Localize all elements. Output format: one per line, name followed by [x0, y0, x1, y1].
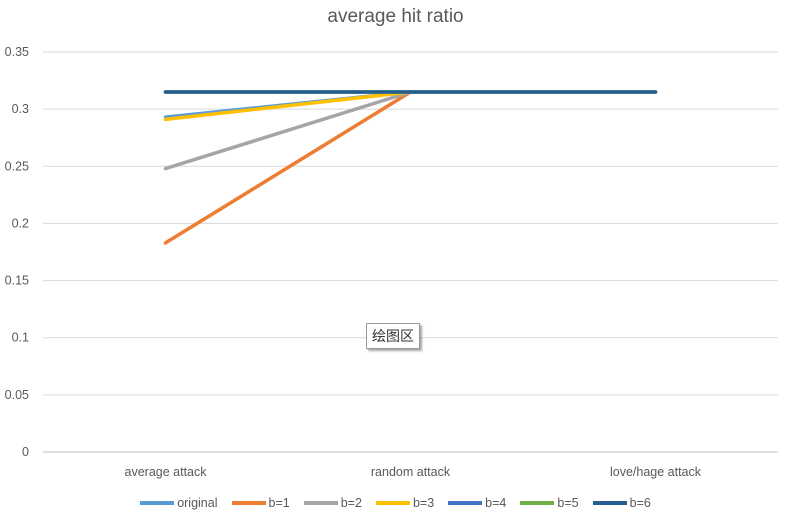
y-tick-label: 0.15: [5, 274, 29, 288]
y-tick-label: 0.35: [5, 45, 29, 59]
legend-item[interactable]: b=3: [375, 496, 435, 510]
y-tick-label: 0.2: [12, 216, 29, 230]
x-tick-labels: average attack random attack love/hage att…: [125, 465, 702, 479]
gridlines: [43, 51, 778, 453]
legend-item[interactable]: b=4: [448, 496, 506, 510]
legend-item[interactable]: b=5: [520, 496, 579, 510]
legend-label: b=2: [340, 496, 362, 510]
legend-swatch: [140, 501, 175, 505]
x-tick-label: average attack: [125, 465, 208, 479]
legend-item[interactable]: b=2: [303, 496, 362, 510]
legend-label: b=3: [412, 496, 435, 510]
chart-title: average hit ratio: [327, 6, 464, 27]
legend: original b=1 b=2 b=3 b=4 b=5 b=6: [0, 496, 791, 510]
series-line-b-1[interactable]: [163, 90, 413, 245]
series-line-b-3[interactable]: [163, 90, 413, 122]
y-tick-label: 0: [22, 445, 29, 459]
y-tick-label: 0.05: [5, 388, 29, 402]
legend-label: b=5: [557, 496, 579, 510]
legend-item[interactable]: original: [140, 496, 218, 510]
legend-swatch: [375, 501, 410, 505]
legend-item[interactable]: b=6: [592, 496, 651, 510]
legend-item[interactable]: b=1: [231, 496, 290, 510]
x-tick-label: love/hage attack: [610, 465, 702, 479]
legend-swatch: [592, 501, 627, 505]
legend-label: b=6: [629, 496, 651, 510]
legend-swatch: [303, 501, 338, 505]
y-tick-label: 0.1: [12, 331, 29, 345]
legend-swatch: [520, 501, 555, 505]
legend-swatch: [448, 501, 483, 505]
y-tick-label: 0.3: [12, 102, 29, 116]
plot-area[interactable]: 0 0.05 0.1 0.15 0.2 0.25 0.3 0.35 average attac…: [0, 0, 791, 490]
legend-label: b=1: [268, 496, 290, 510]
series-lines: [163, 90, 658, 245]
plot-area-tooltip: 绘图区: [366, 323, 420, 349]
legend-label: original: [177, 496, 218, 510]
series-line-b-2[interactable]: [163, 90, 413, 171]
x-tick-label: random attack: [371, 465, 451, 479]
legend-label: b=4: [485, 496, 507, 510]
y-tick-label: 0.25: [5, 159, 29, 173]
legend-swatch: [231, 501, 266, 505]
y-tick-labels: 0 0.05 0.1 0.15 0.2 0.25 0.3 0.35: [5, 45, 29, 459]
